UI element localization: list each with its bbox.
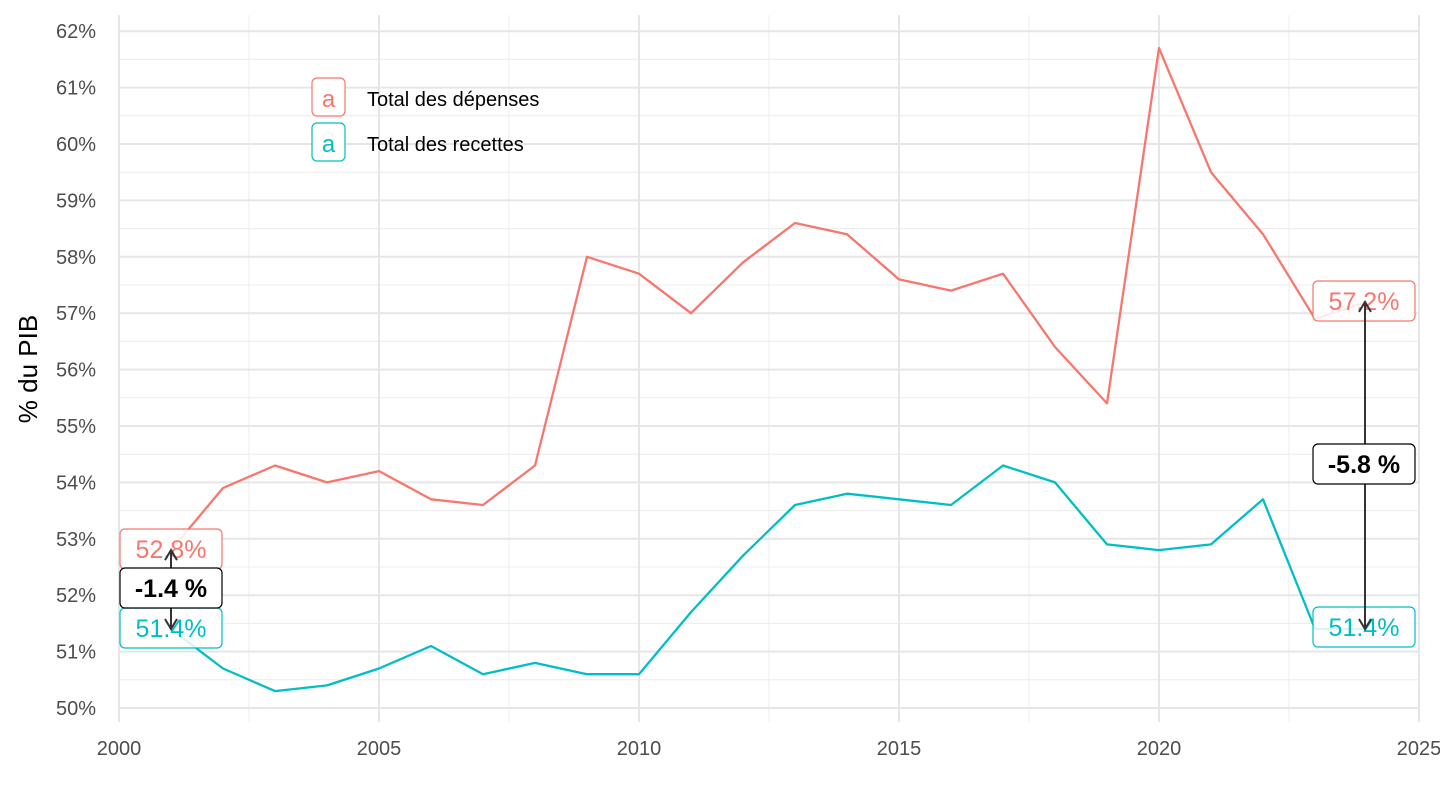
y-tick-label: 61%: [56, 78, 96, 100]
y-tick-label: 59%: [56, 190, 96, 212]
difference-label-box: [1312, 443, 1416, 485]
y-tick-label: 51%: [56, 642, 96, 664]
y-tick-label: 60%: [56, 134, 96, 156]
arrow-head-up: [1358, 299, 1372, 313]
y-tick-label: 54%: [56, 472, 96, 494]
legend-key-box: [311, 77, 346, 117]
x-tick-label: 2000: [97, 738, 142, 760]
legend-label: Total des dépenses: [367, 89, 539, 111]
y-tick-label: 62%: [56, 21, 96, 43]
difference-label: -1.4 %: [135, 575, 207, 603]
y-tick-label: 58%: [56, 247, 96, 269]
y-tick-label: 57%: [56, 303, 96, 325]
y-tick-label: 53%: [56, 529, 96, 551]
series-layer: [170, 46, 1368, 693]
arrow-head-down: [1358, 618, 1372, 631]
x-tick-label: 2015: [877, 738, 922, 760]
x-tick-label: 2010: [617, 738, 662, 760]
x-tick-label: 2005: [357, 738, 402, 760]
y-tick-label: 56%: [56, 360, 96, 382]
series-line-depenses: [170, 46, 1368, 551]
y-axis-ticks: 50% 51% 52% 53% 54% 55% 56% 57% 58% 59% 60% 61% 62%: [56, 21, 96, 720]
grid-minor: [118, 15, 1420, 722]
arrow-head-down: [164, 618, 178, 631]
legend-label: Total des recettes: [367, 134, 524, 156]
series-line-recettes: [170, 464, 1367, 693]
legend-key-box: [311, 122, 346, 162]
y-tick-label: 50%: [56, 698, 96, 720]
difference-label: -5.8 %: [1328, 451, 1400, 479]
x-tick-label: 2020: [1137, 738, 1182, 760]
legend: a Total des dépenses a Total des recettes: [311, 77, 539, 162]
y-axis-title: % du PIB: [13, 315, 43, 423]
y-tick-label: 52%: [56, 585, 96, 607]
difference-label-box: [119, 567, 223, 609]
legend-key-glyph: a: [322, 86, 336, 113]
x-axis-ticks: 2000 2005 2010 2015 2020 2025: [97, 738, 1440, 760]
x-tick-label: 2025: [1397, 738, 1440, 760]
y-tick-label: 55%: [56, 416, 96, 438]
grid-major: [118, 15, 1420, 722]
annotation-layer: 52.8%51.4%-1.4 %57.2%51.4%-5.8 %: [119, 280, 1416, 649]
legend-key-glyph: a: [322, 131, 336, 158]
arrow-head-up: [164, 548, 178, 561]
